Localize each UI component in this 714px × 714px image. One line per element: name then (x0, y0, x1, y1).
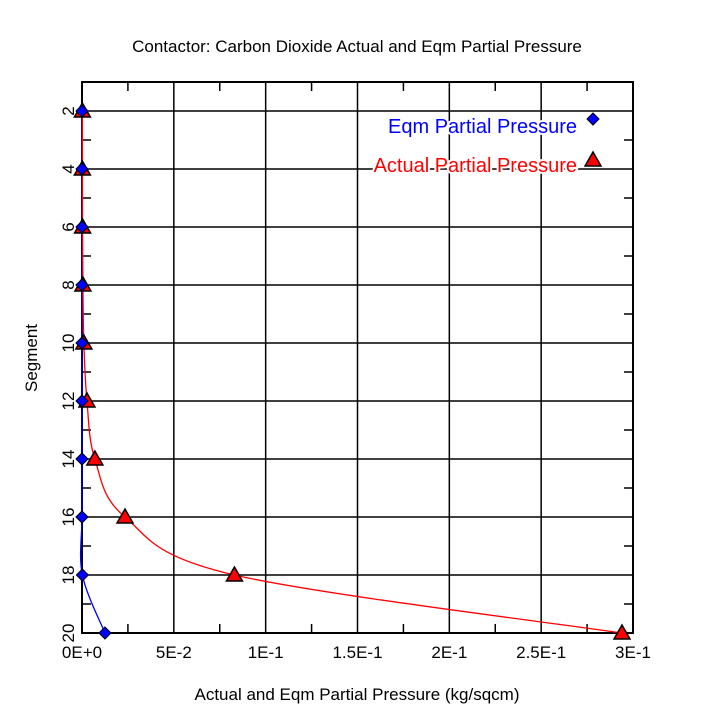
legend-label: Actual Partial Pressure (374, 155, 577, 177)
diamond-point-0 (75, 336, 89, 350)
triangle-point-1 (612, 623, 632, 640)
legend-marker-triangle-icon (583, 150, 603, 167)
y-tick-label: 6 (59, 222, 78, 231)
y-tick-label: 2 (59, 106, 78, 115)
x-tick-label: 2E-1 (431, 643, 467, 662)
x-tick-label: 5E-2 (156, 643, 192, 662)
triangle-point-1 (115, 507, 135, 524)
triangle-point-1 (225, 565, 244, 582)
diamond-point-0 (75, 278, 89, 292)
x-tick-label: 2.5E-1 (516, 643, 566, 662)
y-axis-label: Segment (22, 324, 41, 392)
diamond-point-0 (75, 104, 89, 118)
diamond-point-0 (75, 452, 89, 466)
diamond-point-0 (98, 626, 112, 640)
legend-label: Eqm Partial Pressure (388, 116, 577, 138)
y-tick-label: 18 (59, 566, 78, 585)
legend-marker-diamond-icon (586, 112, 600, 126)
y-tick-label: 20 (59, 624, 78, 643)
diamond-point-0 (75, 162, 89, 176)
diamond-point-0 (75, 220, 89, 234)
y-tick-label: 12 (59, 392, 78, 411)
x-tick-label: 1E-1 (248, 643, 284, 662)
triangle-point-1 (85, 449, 105, 466)
y-tick-label: 4 (59, 164, 78, 173)
y-tick-label: 16 (59, 508, 78, 527)
x-tick-label: 0E+0 (62, 643, 102, 662)
chart-title: Contactor: Carbon Dioxide Actual and Eqm… (132, 37, 582, 56)
diamond-point-0 (75, 510, 89, 524)
y-tick-label: 14 (59, 450, 78, 469)
x-tick-label: 3E-1 (615, 643, 651, 662)
diamond-point-0 (75, 568, 90, 582)
y-tick-label: 10 (59, 334, 78, 353)
x-axis-label: Actual and Eqm Partial Pressure (kg/sqcm… (194, 685, 519, 704)
x-tick-label: 1.5E-1 (332, 643, 382, 662)
diamond-point-0 (75, 394, 89, 408)
y-tick-label: 8 (59, 280, 78, 289)
